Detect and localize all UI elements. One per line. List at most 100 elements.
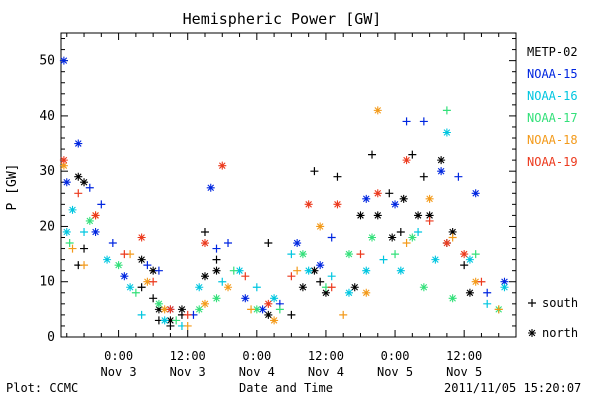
series-noaa-19 (59, 156, 486, 319)
data-point-north (298, 250, 307, 259)
data-point-south (80, 261, 89, 270)
y-tick-label: 30 (39, 164, 55, 179)
data-point-north (241, 294, 250, 303)
data-point-north (293, 239, 302, 248)
data-point-south (327, 283, 336, 292)
data-point-north (200, 272, 209, 281)
data-point-north (68, 205, 77, 214)
data-point-south (183, 310, 192, 319)
data-point-north (126, 283, 135, 292)
marker-legend-label: south (542, 296, 578, 310)
data-point-south (275, 305, 284, 314)
data-point-south (74, 189, 83, 198)
data-point-south (327, 272, 336, 281)
data-point-north (388, 233, 397, 242)
data-point-south (80, 244, 89, 253)
data-point-south (339, 310, 348, 319)
data-point-north (195, 283, 204, 292)
data-point-south (483, 288, 492, 297)
data-point-south (264, 239, 273, 248)
data-point-north (224, 283, 233, 292)
data-point-south (448, 233, 457, 242)
data-point-south (414, 227, 423, 236)
data-point-south (356, 250, 365, 259)
data-point-north (195, 305, 204, 314)
x-tick-date-label: Nov 5 (446, 365, 482, 379)
data-point-north (91, 227, 100, 236)
data-point-south (137, 310, 146, 319)
data-point-north (264, 310, 273, 319)
data-point-north (154, 299, 163, 308)
data-point-north (465, 255, 474, 264)
data-point-north (59, 161, 68, 170)
y-tick-label: 40 (39, 109, 55, 124)
x-tick-date-label: Nov 4 (239, 365, 275, 379)
y-tick-label: 50 (39, 54, 55, 69)
data-point-south (287, 272, 296, 281)
data-point-south (379, 255, 388, 264)
data-point-south (483, 299, 492, 308)
data-point-north (160, 305, 169, 314)
data-point-south (419, 172, 428, 181)
plot-timestamp: 2011/11/05 15:20:07 (444, 381, 582, 395)
data-point-south (471, 250, 480, 259)
x-tick-date-label: Nov 4 (308, 365, 344, 379)
data-point-north (114, 261, 123, 270)
data-point-north (373, 189, 382, 198)
data-point-north (298, 283, 307, 292)
data-point-south (287, 250, 296, 259)
data-point-south (454, 172, 463, 181)
data-point-north (62, 227, 71, 236)
data-point-north (408, 233, 417, 242)
data-point-south (408, 150, 417, 159)
data-point-north (154, 305, 163, 314)
data-point-north (200, 299, 209, 308)
legend-item-noaa-15: NOAA-15 (527, 67, 578, 81)
data-point-south (200, 227, 209, 236)
x-tick-time-label: 0:00 (381, 349, 410, 363)
data-point-south (419, 117, 428, 126)
data-point-north (500, 277, 509, 286)
data-point-south (97, 200, 106, 209)
data-point-north (120, 272, 129, 281)
data-point-south (85, 183, 94, 192)
data-point-north (448, 227, 457, 236)
data-point-south (310, 167, 319, 176)
x-tick-time-label: 12:00 (308, 349, 344, 363)
data-point-north (316, 222, 325, 231)
data-point-north (344, 250, 353, 259)
marker-legend-south: south (528, 296, 578, 310)
data-point-north (316, 261, 325, 270)
data-point-south (80, 227, 89, 236)
data-point-south (327, 233, 336, 242)
x-tick-time-label: 12:00 (170, 349, 206, 363)
data-point-north (362, 194, 371, 203)
x-axis-label: Date and Time (239, 381, 333, 395)
data-point-south (137, 283, 146, 292)
marker-legend-north: north (528, 326, 578, 340)
data-point-north (399, 194, 408, 203)
data-point-north (471, 277, 480, 286)
data-point-south (65, 239, 74, 248)
data-point-north (59, 56, 68, 65)
data-point-north (448, 294, 457, 303)
data-point-north (62, 178, 71, 187)
data-point-north (200, 239, 209, 248)
data-point-north (465, 288, 474, 297)
data-point-north (304, 266, 313, 275)
series-metp-02 (74, 150, 474, 330)
data-point-north (321, 288, 330, 297)
y-tick-label: 0 (47, 330, 55, 345)
legend-item-noaa-17: NOAA-17 (527, 111, 578, 125)
data-point-north (471, 189, 480, 198)
data-point-south (149, 277, 158, 286)
data-point-south (396, 227, 405, 236)
data-point-north (166, 305, 175, 314)
series-noaa-15 (59, 56, 509, 319)
series-noaa-18 (59, 106, 503, 330)
data-point-south (154, 266, 163, 275)
data-point-north (396, 266, 405, 275)
data-point-north (442, 128, 451, 137)
data-points (59, 56, 509, 330)
data-point-north (333, 200, 342, 209)
